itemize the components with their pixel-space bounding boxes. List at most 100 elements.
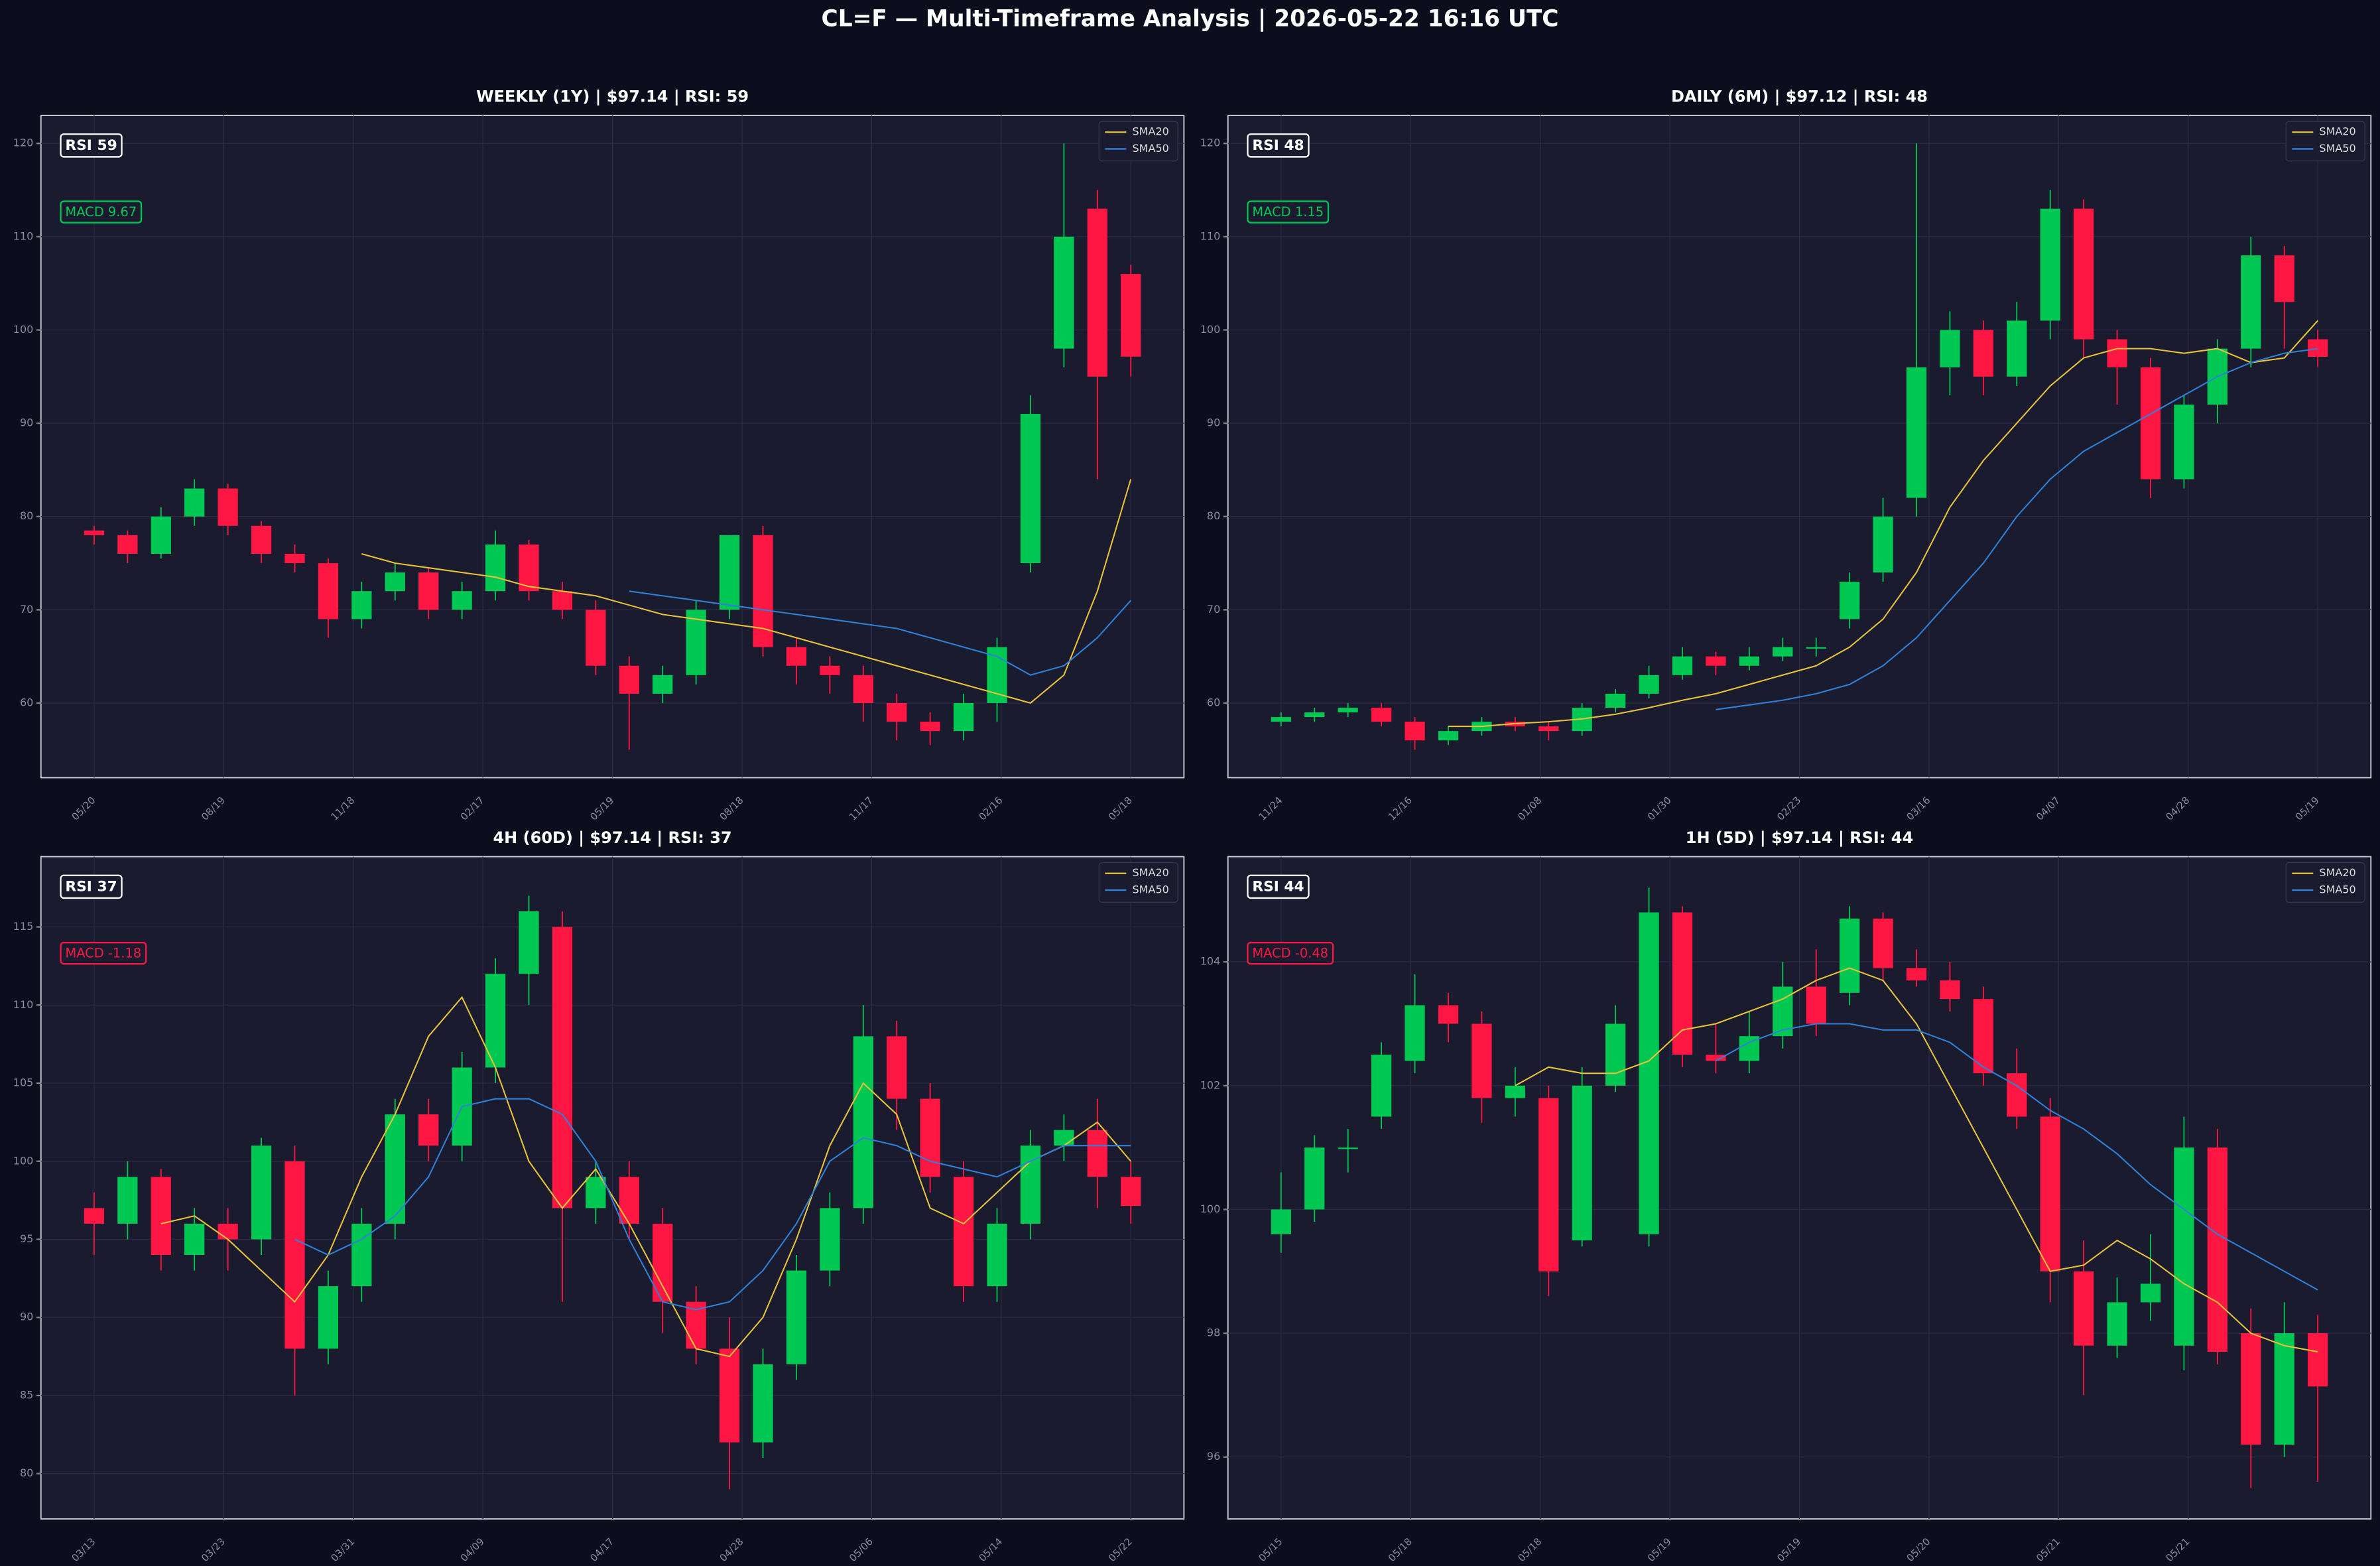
legend-label: SMA20 (2319, 125, 2355, 138)
indicator-box (60, 200, 143, 224)
candle-body (1304, 1147, 1325, 1210)
candle-body (1806, 647, 1826, 649)
candle-body (1605, 693, 1626, 708)
indicator-box (1247, 133, 1310, 158)
candle-body (1739, 656, 1759, 666)
main-title: CL=F — Multi-Timeframe Analysis | 2026-0… (822, 5, 1559, 32)
candle-body (1538, 726, 1559, 732)
candle-body (2040, 1116, 2060, 1272)
candle-body (84, 530, 105, 535)
candle-body (2107, 339, 2127, 367)
candle-body (351, 591, 372, 620)
indicator-box (1247, 200, 1330, 224)
candle-body (786, 647, 807, 666)
candle-body (151, 516, 171, 554)
candle-body (84, 1208, 105, 1224)
legend-label: SMA20 (2319, 866, 2355, 879)
candle-body (117, 1177, 138, 1224)
y-tick-label: 100 (1200, 323, 1221, 336)
candle-body (1906, 968, 1927, 981)
y-tick-label: 120 (13, 137, 34, 149)
candle-body (218, 1223, 238, 1240)
candle-body (117, 535, 138, 554)
candle-body (987, 647, 1007, 703)
y-tick-label: 100 (13, 323, 34, 336)
indicator-box (60, 941, 147, 965)
candle-body (552, 927, 573, 1208)
candle-body (1940, 330, 1960, 367)
y-tick-label: 105 (13, 1077, 34, 1089)
y-tick-label: 104 (1200, 955, 1221, 968)
legend-label: SMA50 (1133, 883, 1169, 895)
candle-body (2107, 1302, 2127, 1346)
candle-body (1806, 986, 1826, 1024)
y-tick-label: 70 (20, 603, 33, 616)
candle-body (2007, 320, 2027, 377)
candle-body (1438, 1005, 1459, 1024)
indicator-box (60, 133, 123, 158)
indicator-box (1247, 941, 1334, 965)
y-tick-label: 80 (20, 509, 33, 522)
candle-body (2040, 208, 2060, 321)
candle-body (284, 1161, 305, 1349)
candle-body (1973, 330, 1993, 377)
candle-body (1672, 656, 1693, 675)
candle-body (251, 525, 272, 554)
candle-body (485, 544, 506, 592)
candle-body (1706, 1055, 1726, 1061)
candle-body (418, 1114, 439, 1146)
indicator-label: RSI 48 (1252, 137, 1304, 154)
candle-body (1054, 1130, 1074, 1146)
candle-body (820, 665, 840, 675)
y-tick-label: 98 (1207, 1327, 1220, 1339)
candle-body (1121, 274, 1141, 357)
indicator-label: MACD 1.15 (1252, 204, 1324, 220)
candle-body (1639, 912, 1659, 1234)
candle-body (218, 488, 238, 526)
candle-body (2274, 1333, 2294, 1445)
candle-body (1438, 731, 1459, 741)
candle-body (1338, 708, 1358, 713)
candle-body (151, 1177, 171, 1256)
candle-body (719, 535, 740, 610)
candle-body (1405, 722, 1425, 741)
y-tick-label: 95 (20, 1232, 33, 1245)
y-tick-label: 80 (1207, 509, 1220, 522)
indicator-box (60, 874, 123, 899)
candle-body (1405, 1005, 1425, 1061)
y-tick-label: 90 (20, 417, 33, 429)
candle-body (385, 572, 405, 592)
candle-body (820, 1208, 840, 1271)
candle-body (1020, 414, 1041, 564)
candle-body (653, 675, 673, 694)
candle-body (519, 544, 539, 592)
candle-body (1271, 1209, 1291, 1234)
candle-body (619, 1177, 639, 1224)
candle-body (385, 1114, 405, 1224)
y-tick-label: 85 (20, 1388, 33, 1401)
indicator-label: MACD -1.18 (65, 946, 141, 961)
candle-body (853, 1036, 873, 1208)
candle-body (719, 1348, 740, 1443)
y-tick-label: 60 (20, 696, 33, 708)
candle-body (1271, 717, 1291, 722)
candle-body (1472, 1023, 1492, 1098)
candle-body (2308, 1333, 2328, 1387)
y-tick-label: 100 (1200, 1203, 1221, 1215)
candle-body (853, 675, 873, 703)
candle-body (1087, 1130, 1107, 1177)
sma-line (629, 590, 1131, 676)
y-tick-label: 60 (1207, 696, 1220, 708)
candle-body (887, 702, 907, 722)
candle-body (452, 591, 472, 610)
candle-body (586, 1177, 606, 1208)
candle-body (2074, 208, 2094, 340)
y-tick-label: 102 (1200, 1078, 1221, 1091)
sma-line (294, 1098, 1131, 1311)
indicator-label: MACD -0.48 (1252, 946, 1328, 961)
sma-line (160, 996, 1132, 1358)
y-tick-label: 110 (13, 229, 34, 242)
candle-body (2074, 1271, 2094, 1346)
